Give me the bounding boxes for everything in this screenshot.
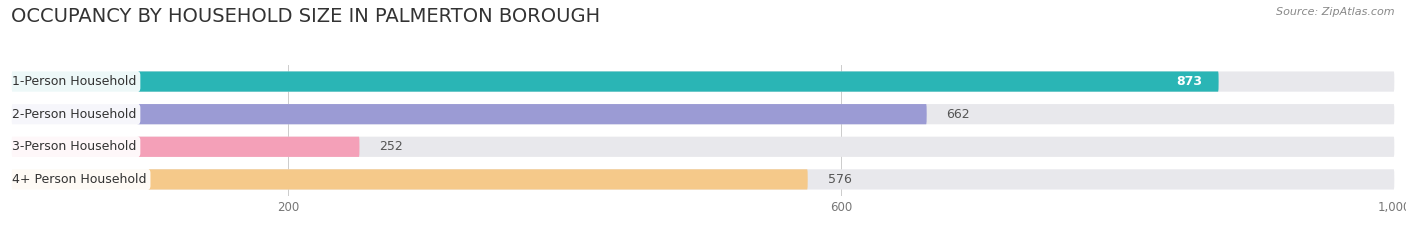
Text: 4+ Person Household: 4+ Person Household xyxy=(11,173,146,186)
Text: 2-Person Household: 2-Person Household xyxy=(11,108,136,121)
FancyBboxPatch shape xyxy=(11,104,1395,124)
Text: Source: ZipAtlas.com: Source: ZipAtlas.com xyxy=(1277,7,1395,17)
Text: 576: 576 xyxy=(828,173,852,186)
Text: 252: 252 xyxy=(380,140,404,153)
Text: 3-Person Household: 3-Person Household xyxy=(11,140,136,153)
Text: 873: 873 xyxy=(1177,75,1202,88)
FancyBboxPatch shape xyxy=(11,104,927,124)
FancyBboxPatch shape xyxy=(11,72,1395,92)
Text: 1-Person Household: 1-Person Household xyxy=(11,75,136,88)
FancyBboxPatch shape xyxy=(11,137,1395,157)
FancyBboxPatch shape xyxy=(11,169,807,189)
Text: 662: 662 xyxy=(946,108,970,121)
Text: OCCUPANCY BY HOUSEHOLD SIZE IN PALMERTON BOROUGH: OCCUPANCY BY HOUSEHOLD SIZE IN PALMERTON… xyxy=(11,7,600,26)
FancyBboxPatch shape xyxy=(11,72,1219,92)
FancyBboxPatch shape xyxy=(11,169,1395,189)
FancyBboxPatch shape xyxy=(11,137,360,157)
